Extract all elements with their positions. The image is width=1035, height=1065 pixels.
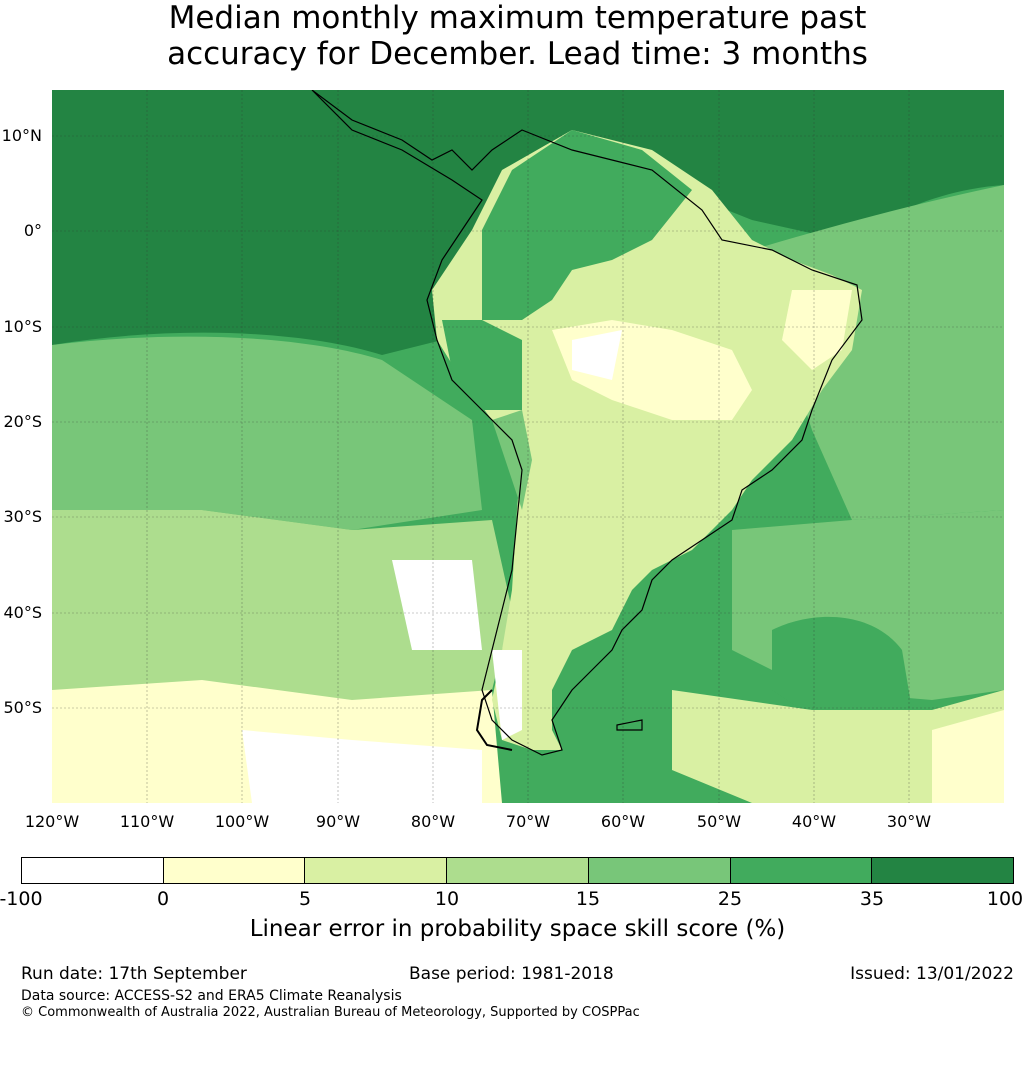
land-andes-band [492,410,532,510]
land-west-band-35 [442,320,522,410]
colorbar-tick-100: 100 [986,888,1024,910]
lon-label-80w: 80°W [410,812,456,831]
colorbar-segment-neg [22,858,164,883]
copyright: © Commonwealth of Australia 2022, Austra… [21,1005,640,1020]
land-northeast-band-5 [782,290,852,370]
graticule [52,90,1004,803]
colorbar-segment-0-5 [163,858,306,883]
lat-label-10s: 10°S [3,317,42,336]
land-amazon-negative [572,330,622,380]
colorbar-tick-35: 35 [859,888,885,910]
atlantic-band-35 [772,616,912,730]
colorbar-segment-25-35 [730,858,873,883]
colorbar-tick-15: 15 [575,888,601,910]
lat-label-10n: 10°N [1,126,42,145]
colorbar-segment-10-15 [447,858,589,883]
lon-label-70w: 70°W [505,812,551,831]
issued-date: Issued: 13/01/2022 [850,964,1014,984]
base-period: Base period: 1981-2018 [409,964,614,984]
atlantic-band-10 [672,690,1004,803]
lon-label-120w: 120°W [24,812,80,831]
land-patagonia-negative [492,650,522,740]
title-line-1: Median monthly maximum temperature past [168,0,867,36]
atlantic-band-5 [932,710,1004,803]
data-source: Data source: ACCESS-S2 and ERA5 Climate … [21,988,402,1004]
lon-label-40w: 40°W [791,812,837,831]
lon-label-90w: 90°W [315,812,361,831]
coastline [311,90,863,756]
map-svg [52,90,1004,803]
chile-fjords [475,689,513,751]
falkland-islands [616,719,643,731]
pacific-band-25 [52,336,482,530]
lat-label-40s: 40°S [3,603,42,622]
colorbar-label: Linear error in probability space skill … [249,916,786,942]
lat-label-50s: 50°S [3,698,42,717]
colorbar [21,857,1014,884]
pacific-negative-area-2 [392,560,482,650]
colorbar-tick-0: 0 [156,888,170,910]
colorbar-segment-15-25 [588,858,731,883]
lon-label-110w: 110°W [119,812,175,831]
pacific-negative-area [242,730,482,803]
title-line-2: accuracy for December. Lead time: 3 mont… [167,36,868,72]
lat-label-30s: 30°S [3,507,42,526]
colorbar-tick-25: 25 [717,888,743,910]
lat-label-20s: 20°S [3,412,42,431]
lon-label-60w: 60°W [600,812,646,831]
colorbar-tick--100: -100 [0,888,43,910]
lon-label-50w: 50°W [696,812,742,831]
colorbar-segment-5-10 [305,858,448,883]
lon-label-100w: 100°W [214,812,270,831]
map-title: Median monthly maximum temperature past … [0,0,1035,72]
colorbar-segment-35-100 [872,858,1014,883]
colorbar-tick-5: 5 [298,888,312,910]
run-date: Run date: 17th September [21,964,247,984]
land-north-band-35 [482,130,692,320]
ocean-north-region [52,90,1004,355]
skill-score-map [52,90,1004,803]
lat-label-0: 0° [23,221,42,240]
lon-label-30w: 30°W [886,812,932,831]
colorbar-tick-10: 10 [434,888,460,910]
